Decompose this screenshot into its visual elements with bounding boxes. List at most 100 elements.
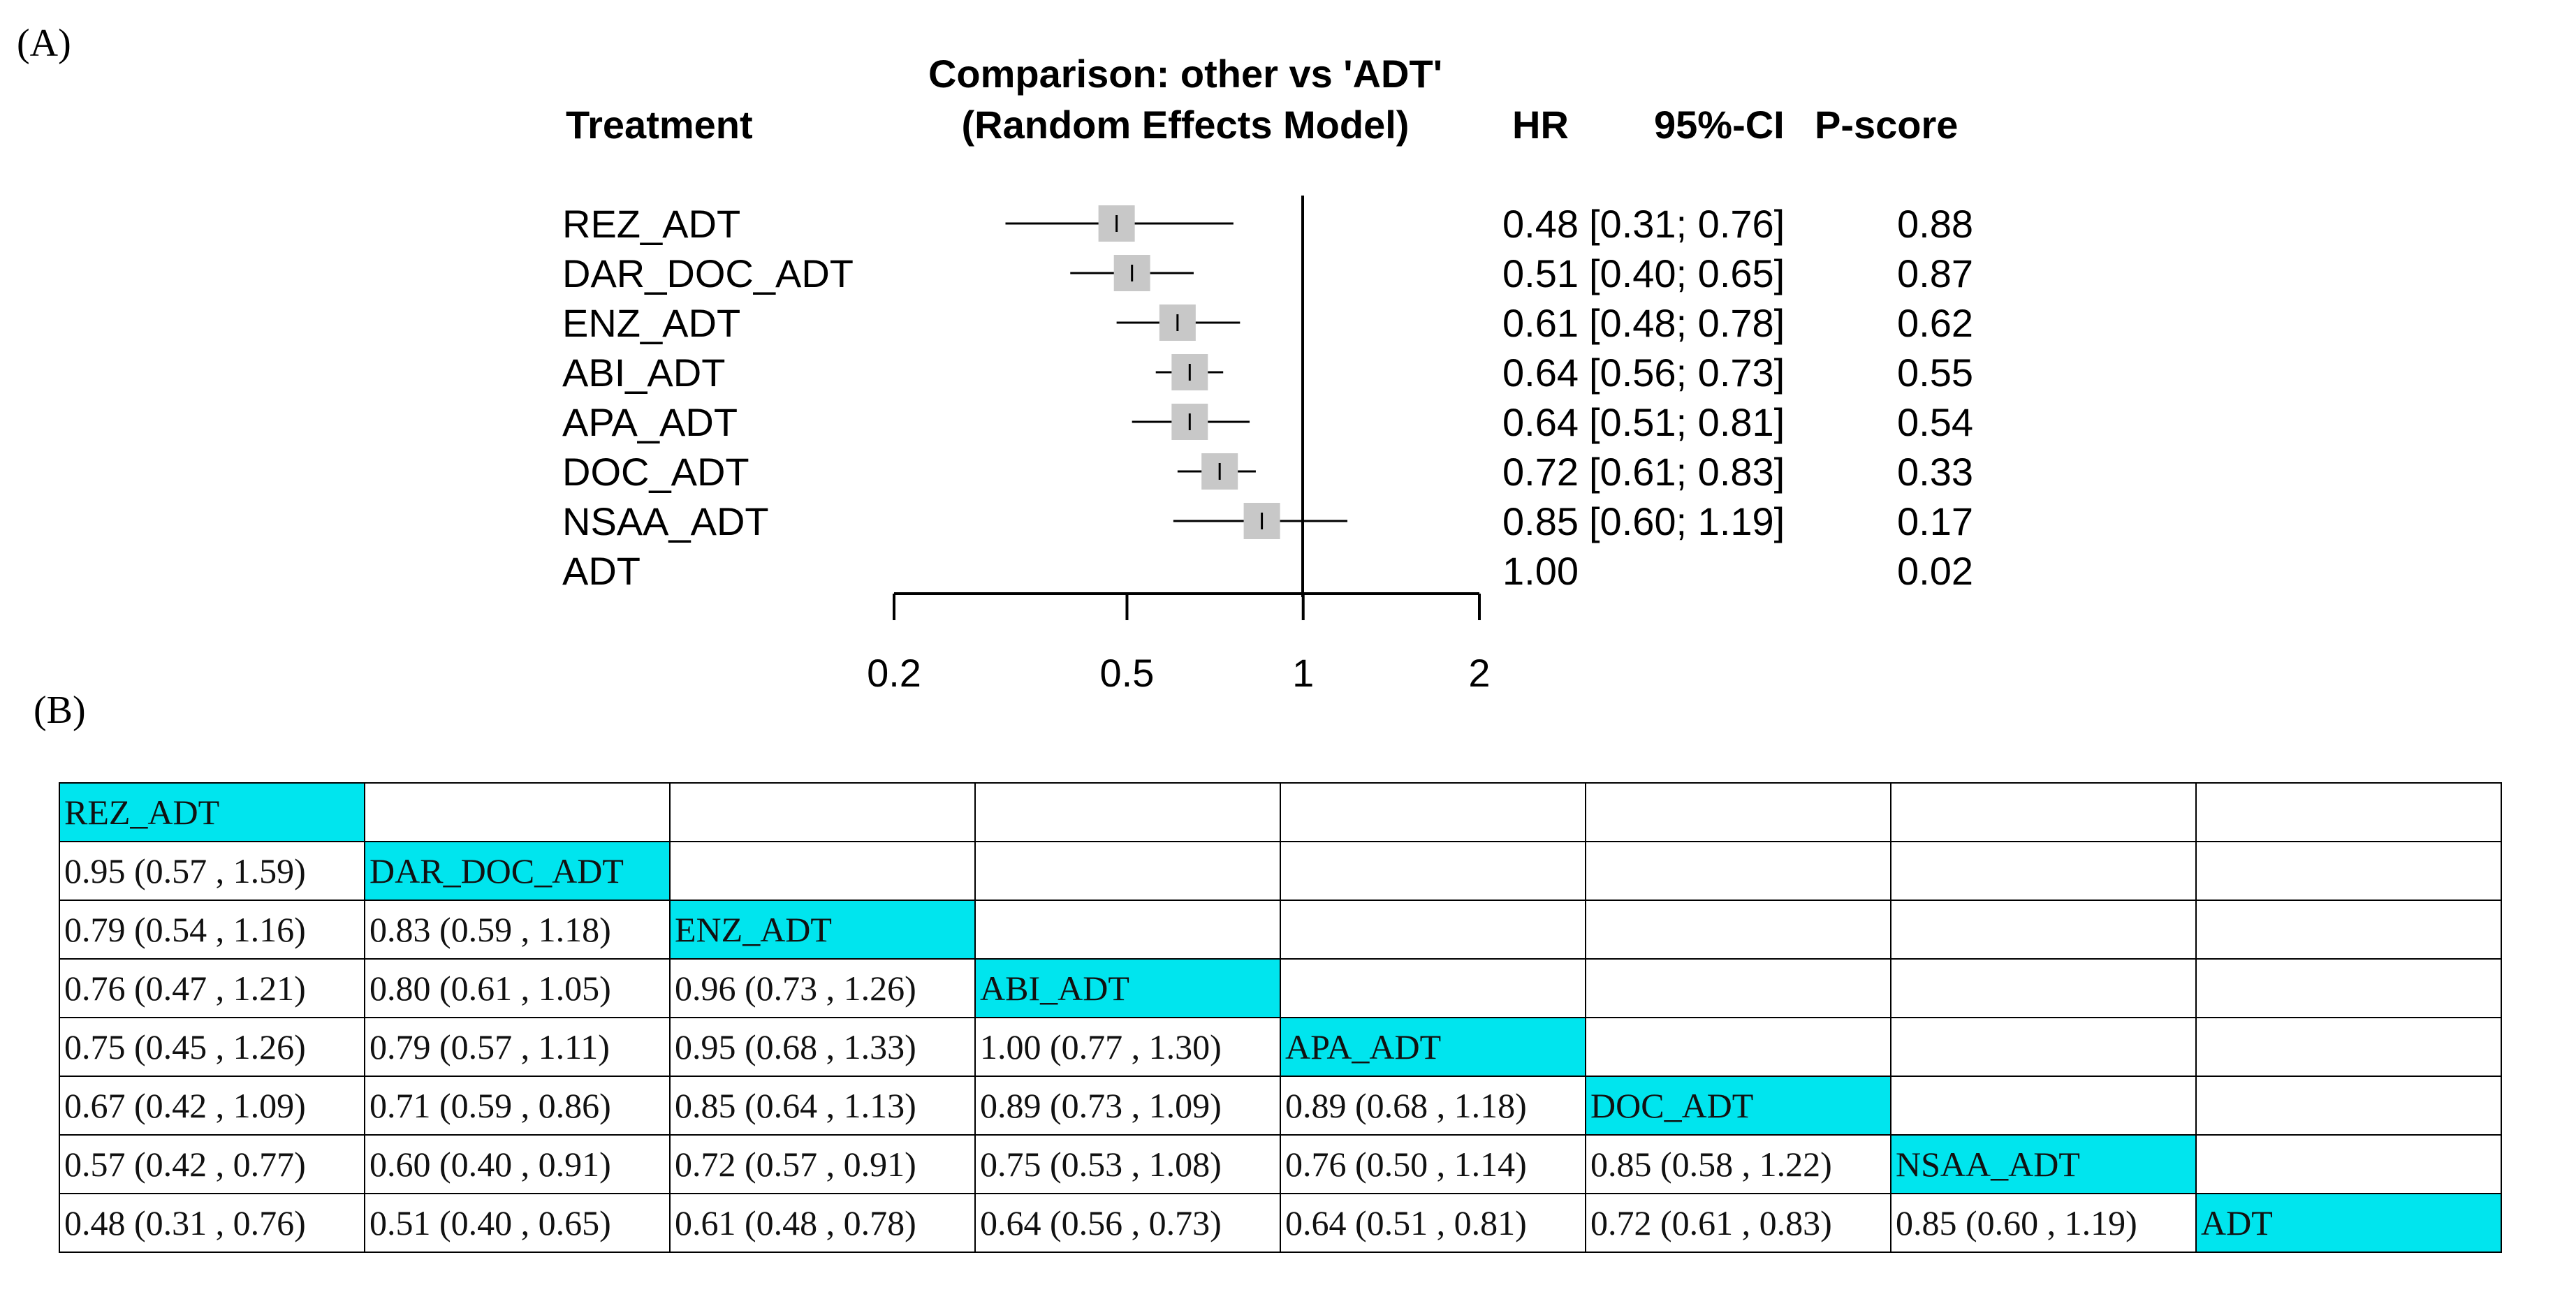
empty-cell [669,841,976,901]
league-cell: 0.95 (0.57 , 1.59) [59,841,365,901]
league-row: 0.95 (0.57 , 1.59) DAR_DOC_ADT [59,841,2502,901]
hr-value: 1.00 [1502,549,1579,593]
hr-value: 0.72 [1502,450,1579,494]
empty-cell [2195,900,2502,960]
empty-cell [974,782,1281,842]
hr-value: 0.64 [1502,351,1579,395]
pscore-value: 0.02 [1897,549,1973,593]
col-header-pscore: P-score [1815,103,1958,147]
treatment-diagonal-cell: NSAA_ADT [1890,1134,2197,1194]
league-cell: 1.00 (0.77 , 1.30) [974,1017,1281,1077]
empty-cell [1585,900,1891,960]
x-tick-label: 1 [1292,651,1314,695]
treatment-diagonal-cell: ADT [2195,1193,2502,1253]
forest-plot: Comparison: other vs 'ADT' (Random Effec… [562,52,1973,695]
x-tick-label: 2 [1468,651,1490,695]
league-cell: 0.72 (0.61 , 0.83) [1585,1193,1891,1253]
empty-cell [669,782,976,842]
pscore-value: 0.55 [1897,351,1973,395]
league-row: REZ_ADT [59,782,2502,842]
league-cell: 0.85 (0.60 , 1.19) [1890,1193,2197,1253]
panel-a-label: (A) [17,22,71,65]
hr-value: 0.61 [1502,301,1579,345]
empty-cell [1890,1076,2197,1136]
empty-cell [2195,841,2502,901]
pscore-value: 0.62 [1897,301,1973,345]
treatment-label: ENZ_ADT [562,301,740,345]
treatment-label: DAR_DOC_ADT [562,251,854,295]
ci-value: [0.56; 0.73] [1589,351,1785,395]
empty-cell [1280,958,1586,1018]
league-cell: 0.76 (0.50 , 1.14) [1280,1134,1586,1194]
league-cell: 0.60 (0.40 , 0.91) [364,1134,671,1194]
hr-value: 0.51 [1502,251,1579,295]
league-row: 0.76 (0.47 , 1.21) 0.80 (0.61 , 1.05) 0.96… [59,958,2502,1018]
empty-cell [364,782,671,842]
league-cell: 0.64 (0.51 , 0.81) [1280,1193,1586,1253]
ci-value: [0.60; 1.19] [1589,499,1785,543]
pscore-value: 0.17 [1897,499,1973,543]
league-cell: 0.79 (0.54 , 1.16) [59,900,365,960]
empty-cell [1585,841,1891,901]
ci-value: [0.40; 0.65] [1589,251,1785,295]
empty-cell [1280,900,1586,960]
league-cell: 0.79 (0.57 , 1.11) [364,1017,671,1077]
forest-title-line2: (Random Effects Model) [962,103,1410,147]
league-cell: 0.76 (0.47 , 1.21) [59,958,365,1018]
empty-cell [1890,841,2197,901]
league-cell: 0.48 (0.31 , 0.76) [59,1193,365,1253]
empty-cell [2195,1134,2502,1194]
empty-cell [1890,958,2197,1018]
empty-cell [2195,782,2502,842]
hr-value: 0.85 [1502,499,1579,543]
col-header-ci: 95%-CI [1654,103,1785,147]
treatment-label: ABI_ADT [562,351,725,395]
x-tick-label: 0.5 [1100,651,1155,695]
empty-cell [1890,1017,2197,1077]
pscore-value: 0.88 [1897,202,1973,246]
treatment-diagonal-cell: ENZ_ADT [669,900,976,960]
treatment-label: ADT [562,549,641,593]
x-tick-label: 0.2 [867,651,921,695]
ci-value: [0.48; 0.78] [1589,301,1785,345]
empty-cell [1280,841,1586,901]
ci-value: [0.51; 0.81] [1589,400,1785,444]
league-row: 0.67 (0.42 , 1.09) 0.71 (0.59 , 0.86) 0.85… [59,1076,2502,1136]
treatment-diagonal-cell: DAR_DOC_ADT [364,841,671,901]
empty-cell [1585,958,1891,1018]
league-row: 0.57 (0.42 , 0.77) 0.60 (0.40 , 0.91) 0.72… [59,1134,2502,1194]
empty-cell [2195,958,2502,1018]
league-cell: 0.71 (0.59 , 0.86) [364,1076,671,1136]
empty-cell [1585,1017,1891,1077]
x-axis: 0.2 0.5 1 2 [867,592,1491,695]
pscore-value: 0.33 [1897,450,1973,494]
league-cell: 0.61 (0.48 , 0.78) [669,1193,976,1253]
league-cell: 0.57 (0.42 , 0.77) [59,1134,365,1194]
empty-cell [1890,782,2197,842]
treatment-label: APA_ADT [562,400,738,444]
empty-cell [1890,900,2197,960]
league-cell: 0.83 (0.59 , 1.18) [364,900,671,960]
league-table: REZ_ADT 0.95 (0.57 , 1.59) DAR_DOC_ADT 0.79… [59,782,2502,1253]
col-header-hr: HR [1512,103,1569,147]
empty-cell [974,841,1281,901]
treatment-diagonal-cell: DOC_ADT [1585,1076,1891,1136]
treatment-label: NSAA_ADT [562,499,769,543]
league-cell: 0.85 (0.58 , 1.22) [1585,1134,1891,1194]
league-cell: 0.96 (0.73 , 1.26) [669,958,976,1018]
league-cell: 0.75 (0.53 , 1.08) [974,1134,1281,1194]
league-cell: 0.67 (0.42 , 1.09) [59,1076,365,1136]
league-cell: 0.95 (0.68 , 1.33) [669,1017,976,1077]
empty-cell [1280,782,1586,842]
league-cell: 0.89 (0.73 , 1.09) [974,1076,1281,1136]
hr-value: 0.64 [1502,400,1579,444]
ci-value: [0.61; 0.83] [1589,450,1785,494]
hr-value: 0.48 [1502,202,1579,246]
col-header-treatment: Treatment [566,103,753,147]
league-cell: 0.51 (0.40 , 0.65) [364,1193,671,1253]
ci-value: [0.31; 0.76] [1589,202,1785,246]
league-cell: 0.85 (0.64 , 1.13) [669,1076,976,1136]
pscore-value: 0.54 [1897,400,1973,444]
empty-cell [1585,782,1891,842]
pscore-value: 0.87 [1897,251,1973,295]
